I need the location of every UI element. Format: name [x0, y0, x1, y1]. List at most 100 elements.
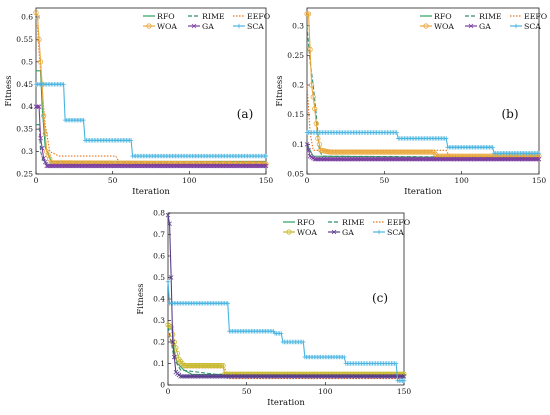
chart-panel-2: 0 50 100 150 0.05 0.1 0.15 0.2 0.25 0.3 Iteration F…: [275, 7, 547, 197]
point-woa: [220, 363, 226, 369]
point-woa: [41, 113, 47, 119]
point-sca: [393, 361, 399, 366]
legend-label-rfo: RFO: [297, 218, 315, 227]
point-woa: [174, 350, 181, 357]
legend-label-rime: RIME: [342, 218, 365, 227]
y-tick-label: 0.5: [153, 273, 165, 282]
y-tick-label: 0.3: [153, 316, 165, 325]
point-woa: [217, 363, 223, 369]
series-rfo: [168, 328, 405, 376]
point-sca: [263, 153, 269, 159]
legend-marker-ga: [191, 23, 197, 29]
legend-label-sca: SCA: [524, 22, 541, 31]
x-tick-label: 150: [532, 176, 547, 185]
series-woa: [33, 9, 269, 167]
series-line-sca: [36, 83, 266, 157]
y-tick-label: 0.1: [292, 140, 304, 149]
series-eefo: [36, 25, 266, 162]
point-ga: [304, 142, 310, 147]
x-tick-label: 0: [34, 176, 39, 185]
point-woa: [36, 36, 42, 43]
y-tick-label: 0.3: [292, 21, 304, 30]
point-woa: [33, 9, 39, 16]
y-tick-label: 0.45: [16, 80, 33, 89]
series-line-woa: [167, 324, 404, 375]
legend-label-rime: RIME: [202, 12, 225, 21]
x-tick-label: 0: [166, 387, 171, 396]
y-tick-label: 0.3: [21, 147, 33, 156]
legend-label-rfo: RFO: [434, 12, 452, 21]
point-sca: [401, 378, 407, 383]
legend: RFO RIME EEFO WOA GA SCA: [420, 12, 547, 31]
point-ga: [536, 156, 542, 162]
point-ga: [39, 145, 45, 151]
point-ga: [38, 135, 43, 141]
panel-label: (b): [501, 107, 518, 121]
legend-label-eefo: EEFO: [524, 12, 547, 21]
point-woa: [315, 135, 321, 142]
legend-label-woa: WOA: [297, 228, 317, 237]
point-woa: [168, 324, 174, 330]
legend-label-sca: SCA: [387, 228, 404, 237]
plot-frame: [167, 212, 405, 386]
point-sca: [128, 138, 134, 143]
legend-label-ga: GA: [202, 22, 214, 31]
x-tick-label: 50: [380, 176, 390, 185]
point-sca: [81, 117, 86, 123]
legend-marker-ga: [331, 229, 337, 235]
series-line-eefo: [36, 25, 266, 162]
point-woa: [34, 14, 41, 20]
point-woa: [428, 149, 434, 155]
legend-marker-woa: [286, 229, 292, 235]
series-line-woa: [35, 12, 267, 165]
series-line-rime: [167, 326, 405, 377]
point-sca: [490, 145, 495, 150]
point-ga: [41, 156, 46, 161]
legend-label-rfo: RFO: [157, 12, 175, 21]
y-tick-label: 0.25: [287, 51, 304, 60]
series-line-rfo: [168, 328, 405, 376]
point-sca: [536, 151, 542, 156]
series-sca: [165, 279, 407, 383]
y-tick-label: 0.15: [287, 110, 304, 119]
series-sca: [33, 82, 269, 159]
legend-marker-ga: [468, 23, 474, 29]
y-tick-label: 0.35: [16, 125, 33, 134]
point-ga: [165, 212, 171, 218]
y-axis-label: Fitness: [275, 75, 285, 106]
point-sca: [394, 130, 399, 135]
series-line-ga: [167, 215, 404, 377]
legend-label-woa: WOA: [157, 22, 177, 31]
y-tick-label: 0.55: [16, 35, 33, 44]
y-tick-label: 0.6: [21, 12, 33, 21]
point-ga: [306, 148, 311, 153]
y-axis-label: Fitness: [136, 283, 146, 314]
plot-frame: [306, 7, 540, 175]
legend-label-rime: RIME: [479, 12, 502, 21]
x-axis-label: Iteration: [404, 187, 442, 197]
point-ga: [401, 374, 407, 379]
point-woa: [307, 46, 313, 53]
y-tick-label: 0.8: [153, 209, 165, 218]
legend-label-ga: GA: [479, 22, 491, 31]
x-tick-label: 100: [182, 176, 197, 185]
y-tick-label: 0.5: [21, 57, 33, 66]
point-woa: [310, 94, 316, 100]
point-ga: [42, 159, 48, 165]
x-tick-label: 150: [259, 176, 274, 185]
x-axis-label: Iteration: [267, 398, 305, 408]
y-tick-label: 0: [160, 381, 165, 390]
point-ga: [262, 163, 267, 169]
y-tick-label: 0.6: [153, 252, 165, 261]
series-rime: [167, 326, 405, 377]
y-tick-label: 0.25: [16, 170, 33, 179]
series-ga: [165, 212, 407, 379]
series-rfo: [36, 70, 266, 162]
y-tick-label: 0.7: [153, 230, 165, 239]
y-tick-label: 0.2: [153, 338, 165, 347]
series-woa: [304, 11, 542, 159]
point-ga: [170, 339, 176, 345]
point-ga: [535, 156, 540, 162]
x-tick-label: 150: [397, 387, 412, 396]
